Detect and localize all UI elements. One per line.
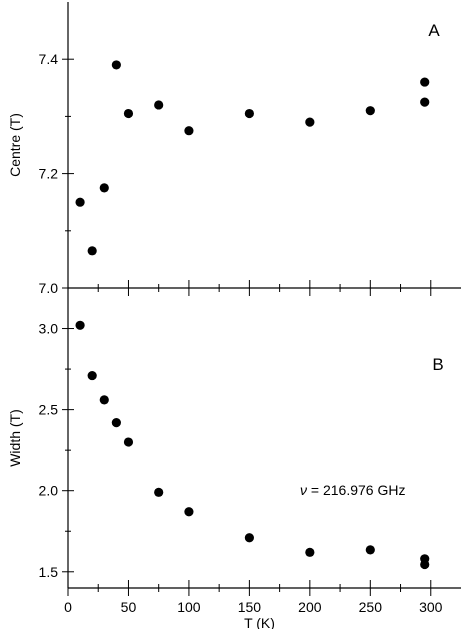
data-point (154, 100, 164, 110)
data-point (75, 320, 85, 330)
data-point (420, 77, 430, 87)
data-point (87, 246, 97, 256)
data-point (123, 108, 134, 119)
data-point (123, 437, 134, 447)
y-tick-label: 7.4 (39, 51, 59, 67)
data-point (99, 183, 109, 193)
y-tick-label: 7.0 (39, 280, 59, 296)
data-point (244, 533, 254, 543)
x-tick-label: 250 (359, 599, 383, 615)
data-point (184, 126, 194, 136)
y-axis-label: Centre (T) (7, 113, 23, 177)
panel-letter: A (428, 21, 440, 40)
frequency-annotation: ν = 216.976 GHz (300, 482, 405, 498)
data-point (154, 487, 164, 497)
y-tick-label: 2.5 (39, 402, 59, 418)
data-point (87, 370, 97, 381)
data-point (420, 559, 430, 570)
y-tick-label: 7.2 (39, 166, 59, 182)
data-point (111, 60, 121, 70)
y-tick-label: 2.0 (39, 483, 59, 499)
data-point (420, 97, 430, 107)
data-point (184, 507, 194, 517)
panel-a: 7.0 7.2 7.4 Centre (T) A (7, 2, 461, 296)
data-point (111, 417, 121, 428)
data-point (305, 547, 315, 557)
x-tick-label: 200 (298, 599, 322, 615)
panel-letter: B (432, 355, 443, 374)
x-tick-label: 150 (238, 599, 262, 615)
data-point (365, 545, 375, 555)
x-tick-label: 50 (121, 599, 137, 615)
panel-b: 0 50 100 150 200 250 300 1.5 2.0 2.5 3.0 Width (T) T… (7, 288, 461, 629)
y-axis-label: Width (T) (7, 409, 23, 467)
x-tick-label: 0 (64, 599, 72, 615)
x-tick-label: 300 (419, 599, 443, 615)
x-tick-label: 100 (177, 599, 201, 615)
data-point (99, 395, 109, 405)
nu-symbol: ν (300, 482, 307, 498)
x-axis-label: T (K) (244, 615, 275, 629)
annotation-value: = 216.976 GHz (307, 482, 405, 498)
data-point (305, 117, 315, 127)
data-point (75, 197, 85, 207)
y-tick-label: 1.5 (39, 564, 59, 580)
y-tick-label: 3.0 (39, 321, 59, 337)
data-point (365, 106, 375, 116)
data-point (244, 108, 254, 119)
